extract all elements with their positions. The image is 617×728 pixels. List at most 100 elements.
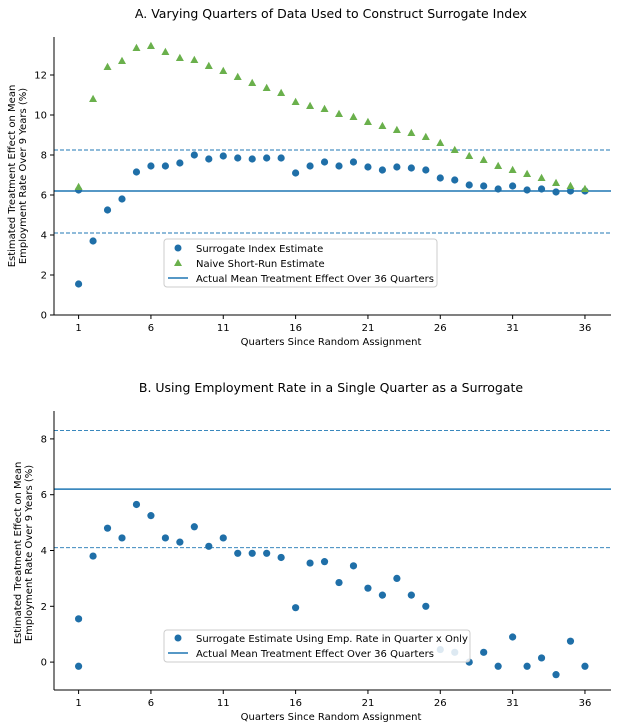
panel-a-series-1-point — [580, 184, 589, 192]
panel-a-series-0-point — [335, 162, 343, 170]
panel-b-x-tick-label: 26 — [434, 698, 447, 709]
panel-a-series-0-point — [219, 152, 227, 160]
panel-a-series-1-point — [378, 121, 387, 129]
panel-a-series-1-point — [335, 109, 344, 117]
panel-b-y-tick-label: 2 — [41, 602, 47, 613]
panel-a-legend-surrogate-index: Surrogate Index Estimate — [196, 244, 323, 255]
panel-a-x-tick-label: 21 — [362, 323, 375, 334]
panel-b-series-0-point — [74, 615, 83, 623]
panel-a-series-1-point — [89, 94, 98, 102]
panel-a-x-tick-label: 16 — [289, 323, 302, 334]
panel-a-series-0-point — [378, 166, 387, 174]
panel-a-series-0-point — [566, 187, 575, 195]
panel-a-series-0-point — [89, 237, 97, 245]
panel-a-series-0-point — [320, 158, 329, 166]
panel-b-y-tick-label: 6 — [41, 490, 47, 501]
panel-a-series-1-point — [74, 182, 83, 190]
panel-a-x-tick-label: 26 — [434, 323, 447, 334]
panel-a-y-tick-label: 10 — [34, 111, 47, 122]
panel-a-series-0-point — [523, 186, 531, 194]
panel-a-series-1-point — [233, 72, 242, 80]
panel-a-title: A. Varying Quarters of Data Used to Cons… — [135, 6, 527, 21]
panel-a-series-0-point — [132, 168, 141, 176]
panel-a-series-0-point — [494, 185, 502, 193]
panel-a-series-1-point — [277, 88, 286, 96]
panel-a-series-1-point — [175, 53, 184, 61]
panel-a-series-0-point — [306, 162, 314, 170]
panel-a-y-axis-label-line-2: Employment Rate Over 9 Years (%) — [18, 88, 29, 264]
panel-a-series-0-point — [190, 151, 198, 159]
panel-b-series-0-point — [306, 559, 314, 567]
panel-a-y-tick-label: 12 — [34, 71, 47, 82]
panel-a-series-1-point — [508, 165, 517, 173]
panel-b-series-0-point — [219, 534, 227, 542]
panel-a-series-0-point — [407, 164, 415, 172]
panel-a-series-0-point — [509, 182, 517, 190]
panel-b-x-tick-label: 11 — [217, 698, 230, 709]
panel-b-x-tick-label: 1 — [75, 698, 81, 709]
panel-a-data-points — [74, 41, 589, 288]
panel-b-legend: Surrogate Estimate Using Emp. Rate in Qu… — [163, 629, 471, 663]
panel-a-y-tick-label: 2 — [41, 271, 47, 282]
panel-a-x-tick-label: 6 — [148, 323, 154, 334]
panel-a-series-1-point — [291, 97, 300, 105]
panel-a-series-0-point — [292, 169, 300, 177]
panel-b-x-tick-label: 21 — [362, 698, 375, 709]
panel-b-legend-circle-marker — [174, 634, 182, 642]
panel-b-x-tick-label: 6 — [148, 698, 154, 709]
panel-a-legend-naive-estimate: Naive Short-Run Estimate — [196, 259, 325, 270]
panel-b-series-0-point — [494, 662, 502, 670]
panel-a: A. Varying Quarters of Data Used to Cons… — [7, 6, 611, 348]
panel-b-series-0-point — [292, 604, 300, 612]
panel-a-series-0-point — [465, 181, 473, 189]
panel-a-series-1-point — [436, 138, 445, 146]
panel-a-series-1-point — [421, 132, 430, 140]
panel-a-y-tick-label: 0 — [41, 311, 47, 322]
panel-b-series-0-point — [537, 654, 546, 662]
panel-b: B. Using Employment Rate in a Single Qua… — [13, 380, 611, 723]
panel-b-data-points — [74, 500, 589, 679]
panel-b-series-0-point — [364, 584, 372, 592]
panel-a-series-0-point — [393, 163, 401, 171]
panel-b-series-0-point — [205, 542, 213, 550]
panel-a-x-tick-label: 1 — [75, 323, 81, 334]
panel-b-series-0-point — [89, 552, 97, 560]
panel-b-y-tick-label: 0 — [41, 658, 47, 669]
panel-a-series-0-point — [451, 176, 459, 184]
panel-b-title: B. Using Employment Rate in a Single Qua… — [139, 380, 524, 395]
panel-b-series-0-point — [118, 534, 126, 542]
panel-a-series-0-point — [118, 195, 126, 203]
panel-b-series-0-point — [552, 671, 560, 679]
panel-a-series-1-point — [363, 117, 372, 125]
panel-a-series-0-point — [234, 154, 242, 162]
panel-a-series-1-point — [132, 43, 141, 51]
panel-b-series-0-point — [422, 602, 430, 610]
panel-a-legend-circle-marker — [174, 244, 182, 252]
panel-a-series-0-point — [436, 174, 444, 182]
panel-b-x-tick-label: 31 — [506, 698, 519, 709]
panel-b-series-0-point — [277, 553, 285, 562]
panel-a-series-1-point — [219, 66, 228, 74]
panel-b-series-0-point — [335, 578, 343, 587]
panel-b-series-0-point — [103, 524, 112, 532]
panel-a-series-1-point — [349, 112, 358, 120]
panel-a-series-0-point — [147, 162, 155, 170]
panel-b-series-0-point — [509, 633, 517, 641]
panel-b-series-0-point — [566, 637, 575, 645]
panel-a-series-0-point — [364, 163, 372, 171]
panel-a-series-1-point — [494, 161, 503, 169]
panel-a-series-0-point — [349, 158, 358, 166]
panel-a-series-0-point — [263, 154, 271, 162]
panel-a-series-1-point — [117, 56, 126, 64]
panel-a-series-0-point — [277, 154, 285, 162]
panel-b-y-tick-label: 4 — [41, 546, 47, 557]
panel-b-series-0-point — [320, 558, 329, 566]
panel-b-series-0-point — [234, 549, 242, 557]
panel-b-legend-surrogate-estimate: Surrogate Estimate Using Emp. Rate in Qu… — [196, 634, 468, 645]
panel-b-series-0-point — [248, 549, 256, 557]
panel-b-reference-lines — [54, 430, 611, 549]
panel-b-series-0-point — [161, 534, 169, 542]
panel-a-series-0-point — [176, 159, 184, 167]
panel-a-series-1-point — [146, 41, 155, 49]
panel-b-legend-box — [163, 629, 471, 663]
